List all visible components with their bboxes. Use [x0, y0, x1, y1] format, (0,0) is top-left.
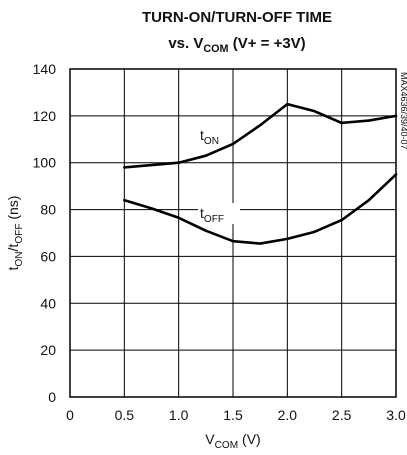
x-tick-label: 1.0 [169, 407, 189, 423]
y-tick-label: 20 [40, 342, 56, 358]
x-tick-label: 2.5 [332, 407, 352, 423]
text-part: vs. V [168, 35, 203, 52]
text-part: (V) [238, 431, 261, 447]
x-tick-label: 2.0 [278, 407, 298, 423]
text-part: t [200, 127, 204, 143]
text-part: /t [5, 244, 21, 252]
subscript: ON [14, 251, 25, 266]
y-tick-label: 60 [40, 248, 56, 264]
chart-title: TURN-ON/TURN-OFF TIME [142, 9, 332, 26]
plot-frame [69, 68, 397, 398]
y-tick-label: 40 [40, 295, 56, 311]
subscript: COM [215, 440, 239, 451]
x-tick-label: 0 [66, 407, 74, 423]
text-part: t [5, 266, 21, 270]
chart-subtitle: vs. VCOM (V+ = +3V) [168, 35, 305, 55]
subscript: ON [204, 136, 219, 147]
y-tick-label: 100 [33, 155, 57, 171]
y-tick-label: 80 [40, 202, 56, 218]
y-tick-label: 120 [33, 108, 57, 124]
x-axis-label: VCOM (V) [205, 431, 260, 451]
x-tick-label: 1.5 [223, 407, 243, 423]
line-series [123, 173, 398, 245]
subscript: COM [203, 43, 228, 55]
y-axis-label: tON/tOFF (ns) [5, 196, 25, 271]
subscript: OFF [204, 214, 224, 225]
label-background [198, 203, 240, 224]
y-tick-label: 0 [48, 389, 56, 405]
series-label: tOFF [200, 205, 224, 225]
series-label: tON [200, 127, 219, 147]
line-series [123, 102, 398, 169]
text-part: (V+ = +3V) [229, 35, 306, 52]
side-label: MAX4636/39/40-07 [399, 72, 407, 150]
x-tick-label: 3.0 [386, 407, 406, 423]
x-tick-label: 0.5 [115, 407, 135, 423]
y-tick-label: 140 [33, 61, 57, 77]
text-part: t [200, 205, 204, 221]
text-part: (ns) [5, 196, 21, 224]
text-part: V [205, 431, 215, 447]
subscript: OFF [14, 224, 25, 244]
